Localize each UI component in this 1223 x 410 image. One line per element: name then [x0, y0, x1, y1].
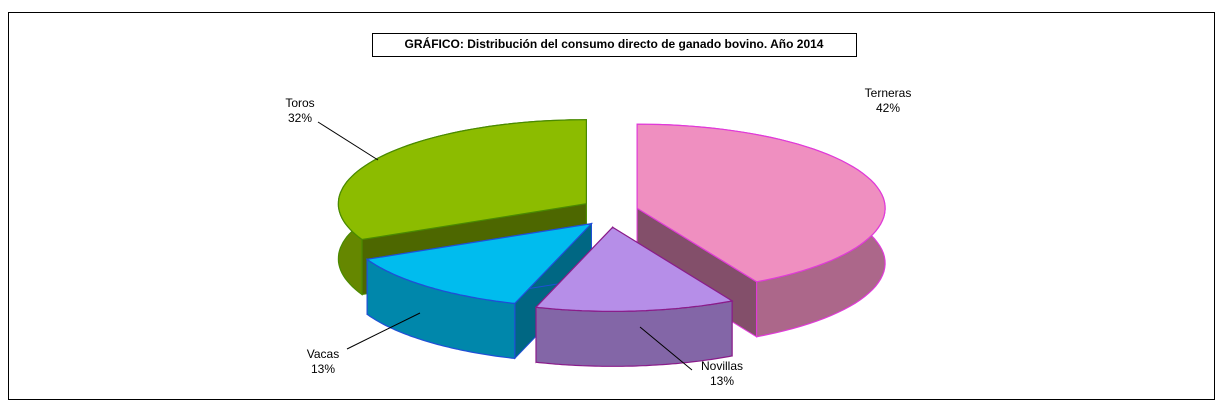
slice-top — [534, 226, 734, 312]
slice-label: Toros — [285, 96, 314, 110]
pie-slice — [365, 222, 594, 360]
slice-value-label: 13% — [311, 362, 335, 376]
slice-value-label: 42% — [876, 101, 900, 115]
leader-line — [317, 121, 379, 161]
slice-value-label: 32% — [288, 111, 312, 125]
slice-label: Novillas — [701, 359, 743, 373]
leader-line — [346, 312, 421, 350]
slice-top — [636, 123, 886, 283]
leader-line — [639, 326, 693, 371]
slice-label: Terneras — [865, 86, 912, 100]
slice-top — [365, 222, 594, 305]
pie-slice — [534, 226, 734, 367]
chart-title: GRÁFICO: Distribución del consumo direct… — [405, 36, 824, 51]
slice-label: Vacas — [307, 347, 339, 361]
slice-value-label: 13% — [710, 374, 734, 388]
slice-top — [337, 119, 588, 241]
title-box — [372, 33, 857, 57]
pie — [337, 119, 886, 367]
pie-slice — [337, 119, 588, 296]
